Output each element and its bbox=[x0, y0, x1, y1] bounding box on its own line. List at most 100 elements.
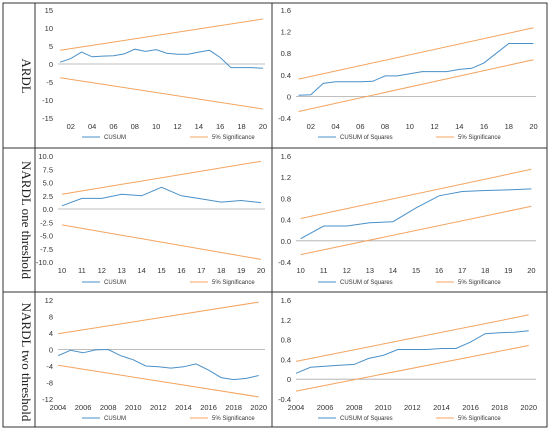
y-tick-label: 0.0 bbox=[281, 237, 291, 246]
legend-label-significance: 5% Significance bbox=[458, 416, 501, 422]
y-tick-label: 15 bbox=[45, 6, 53, 15]
y-tick-label: 0 bbox=[49, 346, 53, 355]
y-tick-label: 0 bbox=[287, 375, 291, 384]
statistic-line bbox=[300, 188, 532, 240]
y-tick-label: 5.0 bbox=[43, 179, 53, 188]
legend-label-stat: CUSUM bbox=[104, 280, 126, 286]
lower-bound-line bbox=[300, 205, 532, 256]
lower-bound-line bbox=[298, 59, 534, 112]
y-tick-label: 1.6 bbox=[281, 296, 291, 305]
y-tick-label: 0.8 bbox=[281, 336, 291, 345]
x-tick-label: 06 bbox=[109, 122, 117, 131]
legend-label-significance: 5% Significance bbox=[458, 280, 501, 286]
upper-bound-line bbox=[298, 27, 534, 80]
upper-bound-line bbox=[60, 18, 263, 51]
x-tick-label: 2010 bbox=[375, 403, 392, 412]
x-tick-label: 2008 bbox=[100, 403, 117, 412]
x-tick-label: 14 bbox=[455, 122, 463, 131]
y-tick-label: 0.0 bbox=[43, 205, 53, 214]
x-tick-label: 13 bbox=[366, 266, 374, 275]
y-tick-label: 0.4 bbox=[281, 216, 291, 225]
x-tick-label: 2020 bbox=[250, 403, 267, 412]
y-tick-label: -12 bbox=[42, 395, 53, 404]
x-tick-label: 2010 bbox=[125, 403, 142, 412]
y-tick-label: 8 bbox=[49, 313, 53, 322]
x-tick-label: 19 bbox=[504, 266, 512, 275]
statistic-line bbox=[295, 330, 529, 374]
y-tick-label: -0.4 bbox=[278, 258, 291, 267]
chart-panel: 15 10 5 0 -5 -10 -15 02 04 06 08 10 12 14 16 18 20 CUSUM 5… bbox=[42, 6, 267, 141]
x-tick-label: 18 bbox=[481, 266, 489, 275]
row-label-ardl: ARDL bbox=[19, 58, 34, 93]
legend-label-stat: CUSUM of Squares bbox=[340, 416, 393, 422]
x-tick-label: 13 bbox=[118, 266, 126, 275]
x-tick-label: 2014 bbox=[433, 403, 450, 412]
x-tick-label: 12 bbox=[343, 266, 351, 275]
x-tick-label: 2018 bbox=[491, 403, 508, 412]
x-tick-label: 04 bbox=[331, 122, 339, 131]
upper-bound-line bbox=[295, 314, 529, 362]
x-tick-label: 2012 bbox=[150, 403, 167, 412]
x-tick-label: 11 bbox=[78, 266, 86, 275]
x-tick-label: 2004 bbox=[50, 403, 67, 412]
x-tick-label: 2018 bbox=[225, 403, 242, 412]
y-tick-label: -5 bbox=[46, 78, 53, 87]
chart-panel: 10.0 7.5 5.0 2.5 0.0 -2.5 -5.0 -7.5 -10.0 10 11 12 1… bbox=[36, 152, 265, 286]
upper-bound-line bbox=[61, 160, 262, 195]
x-tick-label: 14 bbox=[195, 122, 203, 131]
statistic-line bbox=[61, 186, 262, 207]
x-tick-label: 06 bbox=[356, 122, 364, 131]
row-labels: ARDL NARDL one threshold NARDL two thres… bbox=[19, 58, 34, 422]
x-tick-label: 14 bbox=[137, 266, 145, 275]
statistic-line bbox=[57, 348, 259, 381]
x-tick-label: 12 bbox=[173, 122, 181, 131]
x-tick-label: 08 bbox=[131, 122, 139, 131]
legend-label-significance: 5% Significance bbox=[212, 416, 255, 422]
x-tick-label: 19 bbox=[237, 266, 245, 275]
x-tick-label: 2008 bbox=[346, 403, 363, 412]
y-tick-label: 5 bbox=[49, 42, 53, 51]
lower-bound-line bbox=[295, 345, 529, 392]
y-tick-label: 1.2 bbox=[281, 316, 291, 325]
x-tick-label: 20 bbox=[257, 266, 265, 275]
x-tick-label: 20 bbox=[259, 122, 267, 131]
y-tick-label: 1.6 bbox=[281, 152, 291, 161]
x-tick-label: 10 bbox=[152, 122, 160, 131]
x-tick-label: 16 bbox=[177, 266, 185, 275]
y-tick-label: 4 bbox=[49, 329, 53, 338]
legend-label-stat: CUSUM of Squares bbox=[340, 280, 393, 286]
y-tick-label: -5.0 bbox=[40, 232, 53, 241]
y-tick-label: 1.2 bbox=[281, 28, 291, 37]
y-tick-label: 0.8 bbox=[281, 194, 291, 203]
x-tick-label: 20 bbox=[529, 122, 537, 131]
x-tick-label: 2012 bbox=[404, 403, 421, 412]
chart-panel: 1.6 1.2 0.8 0.4 0.0 -0.4 10 11 12 13 14 15 16 17 18 19 2… bbox=[278, 152, 536, 286]
y-tick-label: 10.0 bbox=[38, 152, 53, 161]
y-tick-label: 0 bbox=[287, 92, 291, 101]
y-tick-label: -7.5 bbox=[40, 245, 53, 254]
x-tick-label: 11 bbox=[320, 266, 328, 275]
y-tick-label: 12 bbox=[45, 296, 53, 305]
x-tick-label: 18 bbox=[505, 122, 513, 131]
x-tick-label: 08 bbox=[381, 122, 389, 131]
legend-label-stat: CUSUM of Squares bbox=[340, 135, 393, 141]
x-tick-label: 18 bbox=[237, 122, 245, 131]
legend-label-stat: CUSUM bbox=[104, 416, 126, 422]
y-tick-label: 1.6 bbox=[281, 6, 291, 15]
y-tick-label: 2.5 bbox=[43, 192, 53, 201]
lower-bound-line bbox=[61, 224, 262, 260]
x-tick-label: 12 bbox=[98, 266, 106, 275]
x-tick-label: 2006 bbox=[75, 403, 92, 412]
x-tick-label: 17 bbox=[458, 266, 466, 275]
x-tick-label: 18 bbox=[217, 266, 225, 275]
row-label-nardl-two-threshold: NARDL two threshold bbox=[19, 303, 34, 422]
legend-label-stat: CUSUM bbox=[104, 135, 126, 141]
x-tick-label: 02 bbox=[307, 122, 315, 131]
x-tick-label: 02 bbox=[67, 122, 75, 131]
y-tick-label: 0.4 bbox=[281, 355, 291, 364]
x-tick-label: 16 bbox=[435, 266, 443, 275]
